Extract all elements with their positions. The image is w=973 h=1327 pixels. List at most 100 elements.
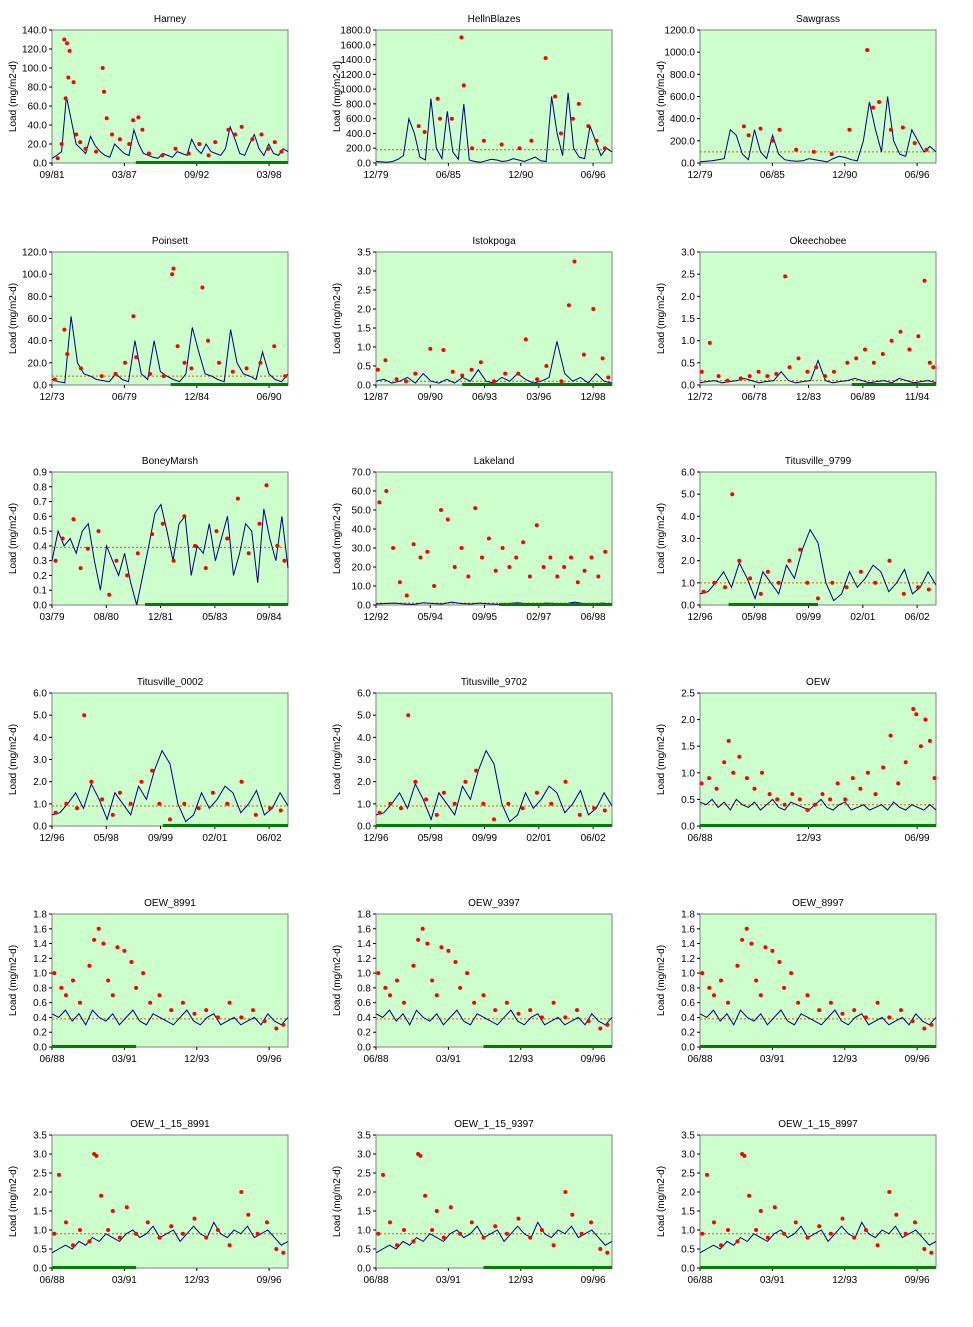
obs-point — [740, 937, 745, 942]
obs-point — [148, 371, 152, 376]
plot-area — [699, 251, 937, 386]
obs-point — [227, 1243, 232, 1248]
obs-point — [726, 738, 731, 743]
period-bar — [135, 161, 288, 164]
chart-title: OEW_8991 — [144, 898, 196, 909]
obs-point — [459, 546, 464, 550]
obs-point — [922, 1026, 927, 1031]
y-tick-label: 1.0 — [681, 768, 695, 779]
obs-point — [160, 521, 165, 526]
obs-point — [528, 1008, 533, 1013]
x-tick-label: 06/88 — [687, 1054, 712, 1065]
obs-point — [204, 1235, 209, 1240]
obs-point — [922, 278, 927, 283]
obs-point — [775, 797, 780, 802]
chart-panel: HellnBlazes 0.0 200.0 400.0 600.0 800.0 1000.0… — [332, 14, 613, 181]
x-tick-label: 09/84 — [257, 612, 282, 623]
y-axis-label: Load (mg/m2-d) — [656, 61, 667, 132]
obs-point — [186, 151, 191, 156]
chart-title: Sawgrass — [796, 14, 840, 25]
obs-point — [411, 542, 416, 547]
chart-panel: OEW_1_15_8997 0.0 0.5 1.0 1.5 2.0 2.5 3.0 3.5 Loa… — [656, 1119, 937, 1286]
obs-point — [871, 105, 876, 110]
obs-point — [816, 596, 820, 601]
obs-point — [85, 546, 90, 551]
y-tick-label: 5.0 — [681, 490, 695, 501]
y-tick-label: 2.0 — [357, 777, 371, 788]
obs-point — [250, 137, 255, 142]
obs-point — [549, 801, 554, 806]
obs-point — [62, 37, 67, 42]
obs-point — [887, 1190, 892, 1194]
obs-point — [927, 360, 932, 365]
y-tick-label: 0.4 — [33, 541, 47, 552]
obs-point — [840, 1216, 845, 1221]
obs-point — [391, 546, 396, 550]
obs-point — [145, 1220, 150, 1225]
obs-point — [59, 142, 64, 146]
obs-point — [747, 374, 752, 379]
obs-point — [481, 138, 486, 143]
obs-point — [828, 1231, 833, 1236]
obs-point — [244, 366, 249, 371]
obs-point — [257, 521, 262, 526]
obs-point — [63, 96, 68, 101]
obs-point — [460, 373, 465, 378]
y-tick-label: 3.5 — [357, 248, 371, 259]
y-tick-label: 0.0 — [33, 822, 47, 833]
x-tick-label: 06/88 — [363, 1275, 388, 1286]
x-tick-label: 03/91 — [760, 1054, 785, 1065]
obs-point — [215, 1228, 220, 1232]
period-bar — [162, 824, 288, 827]
obs-point — [430, 978, 435, 983]
obs-point — [425, 549, 430, 554]
y-tick-label: 1.5 — [33, 1207, 47, 1218]
y-tick-label: 400.0 — [346, 129, 371, 140]
obs-point — [887, 1015, 892, 1020]
plot-area — [699, 913, 937, 1048]
y-tick-label: 0.2 — [357, 1028, 371, 1039]
y-tick-label: 0.0 — [357, 601, 371, 612]
obs-point — [700, 1231, 705, 1236]
obs-point — [266, 146, 271, 151]
obs-point — [423, 1193, 428, 1198]
y-tick-label: 40.0 — [352, 525, 372, 536]
y-tick-label: 0.5 — [681, 358, 695, 369]
y-axis-label: Load (mg/m2-d) — [332, 61, 343, 132]
x-tick-label: 09/99 — [796, 612, 821, 623]
chart-panel: Titusville_9702 0.0 1.0 2.0 3.0 4.0 5.0 6.0 Load… — [332, 677, 613, 844]
y-tick-label: 0.0 — [681, 381, 695, 392]
y-tick-label: 1.2 — [681, 954, 695, 965]
obs-point — [283, 374, 288, 379]
y-tick-label: 40.0 — [28, 121, 48, 132]
obs-point — [539, 1228, 544, 1232]
obs-point — [83, 146, 88, 151]
obs-point — [756, 369, 761, 374]
obs-point — [192, 1011, 197, 1016]
obs-point — [754, 978, 759, 983]
x-tick-label: 06/89 — [850, 392, 875, 403]
y-tick-label: 1.5 — [681, 1207, 695, 1218]
y-axis-label: Load (mg/m2-d) — [8, 283, 19, 354]
obs-point — [418, 555, 423, 560]
plot-area — [51, 1134, 289, 1269]
obs-point — [272, 140, 277, 145]
obs-point — [117, 137, 122, 142]
y-tick-label: 3.0 — [33, 755, 47, 766]
obs-point — [863, 1015, 868, 1020]
obs-point — [481, 1235, 486, 1240]
obs-point — [217, 360, 221, 365]
obs-point — [805, 993, 810, 998]
obs-point — [534, 523, 539, 528]
obs-point — [383, 985, 388, 990]
x-tick-label: 02/01 — [850, 612, 875, 623]
chart-panel: OEW_1_15_8991 0.0 0.5 1.0 1.5 2.0 2.5 3.0 3.5 Loa… — [8, 1119, 289, 1286]
obs-point — [439, 508, 443, 512]
obs-point — [74, 132, 79, 137]
obs-point — [441, 790, 446, 795]
obs-point — [535, 377, 540, 382]
obs-point — [602, 146, 607, 151]
obs-point — [128, 801, 133, 806]
y-tick-label: 0.0 — [357, 381, 371, 392]
period-bar — [728, 603, 818, 606]
